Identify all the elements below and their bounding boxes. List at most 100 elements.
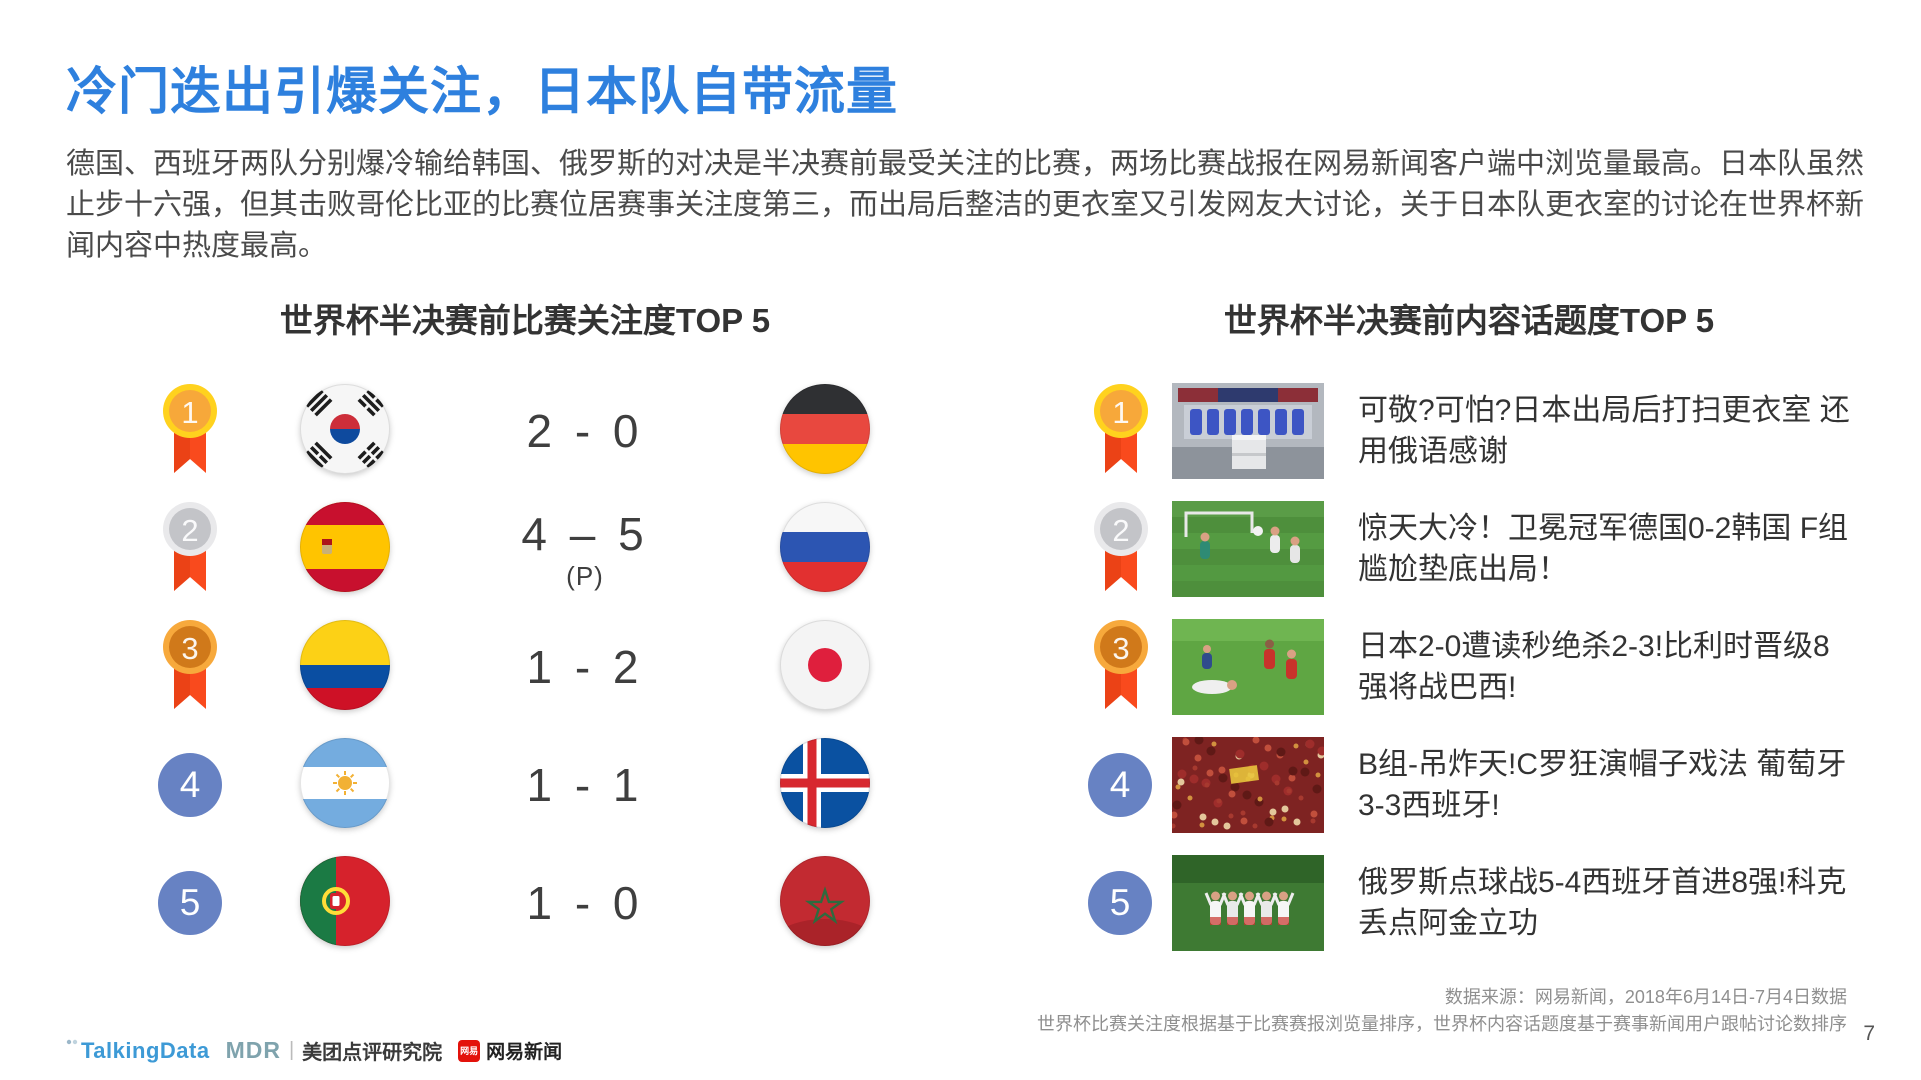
news-thumbnail-crowd: [1172, 737, 1324, 833]
netease-news-label: 网易新闻: [486, 1042, 563, 1063]
news-title: B组-吊炸天!C罗狂演帽子戏法 葡萄牙3-3西班牙!: [1358, 748, 1847, 822]
flag-is-icon: [780, 737, 870, 828]
rank-4-badge: 4: [158, 753, 222, 817]
mdr-wordmark: MDR: [225, 1037, 281, 1063]
flag-kr-icon: [300, 383, 390, 474]
rank-3-medal-icon: 3: [163, 619, 217, 709]
svg-text:3: 3: [181, 631, 198, 666]
logo-divider: |: [288, 1039, 295, 1061]
news-title: 日本2-0遭读秒绝杀2-3!比利时晋级8强将战巴西!: [1358, 630, 1830, 704]
intro-paragraph: 德国、西班牙两队分别爆冷输给韩国、俄罗斯的对决是半决赛前最受关注的比赛，两场比赛…: [66, 148, 1865, 262]
netease-news-logo: 网易 网易新闻: [458, 1037, 562, 1064]
match-score: 2 - 0: [526, 405, 644, 457]
team-right-flag-cell: [779, 737, 871, 834]
topic-ranking-list: 1 可敬?可怕?日本出局后打扫更衣室 还用俄语感谢 2 惊天大冷！卫冕冠: [1088, 372, 1850, 962]
flag-ma-icon: [780, 855, 870, 946]
footer-logos: TalkingData MDR | 美团点评研究院 网易 网易新闻: [66, 1036, 562, 1065]
rank-2-medal-icon: 2: [1094, 501, 1148, 591]
mdr-institute-label: 美团点评研究院: [302, 1042, 443, 1064]
team-right-flag-cell: [779, 383, 871, 480]
match-row: 1 2 - 0: [130, 372, 920, 490]
news-thumbnail-cell: [1172, 855, 1344, 951]
talkingdata-logo: TalkingData: [66, 1038, 210, 1064]
rank-badge-cell: 2: [1088, 499, 1172, 600]
team-left-flag-cell: [299, 501, 391, 598]
score-cell: 4 – 5 (P): [521, 507, 648, 592]
topic-row: 1 可敬?可怕?日本出局后打扫更衣室 还用俄语感谢: [1088, 372, 1850, 490]
topic-row: 4 B组-吊炸天!C罗狂演帽子戏法 葡萄牙3-3西班牙!: [1088, 726, 1850, 844]
rank-badge-cell: 3: [157, 617, 223, 718]
team-right-flag-cell: [779, 501, 871, 598]
topic-row: 3 日本2-0遭读秒绝杀2-3!比利时晋级8强将战巴西!: [1088, 608, 1850, 726]
match-row: 5 1 - 0: [130, 844, 920, 962]
news-title: 惊天大冷！卫冕冠军德国0-2韩国 F组尴尬垫底出局！: [1358, 512, 1849, 586]
news-thumbnail-celebration: [1172, 855, 1324, 951]
talkingdata-dots-icon: [66, 1039, 78, 1044]
flag-es-icon: [300, 501, 390, 592]
rank-badge-cell: 5: [158, 871, 222, 935]
rank-1-medal-icon: 1: [1094, 383, 1148, 473]
svg-text:2: 2: [181, 513, 198, 548]
rank-4-badge: 4: [1088, 753, 1152, 817]
rank-badge-cell: 1: [157, 381, 223, 482]
team-left-flag-cell: [299, 737, 391, 834]
news-thumbnail-upset-match: [1172, 501, 1324, 597]
match-score: 1 - 2: [526, 641, 644, 693]
flag-co-icon: [300, 619, 390, 710]
news-thumbnail-cell: [1172, 737, 1344, 833]
team-left-flag-cell: [299, 383, 391, 480]
data-source-note: 数据来源：网易新闻，2018年6月14日-7月4日数据 世界杯比赛关注度根据基于…: [1037, 984, 1847, 1038]
flag-jp-icon: [780, 619, 870, 710]
rank-3-medal-icon: 3: [1094, 619, 1148, 709]
svg-text:2: 2: [1112, 513, 1129, 548]
rank-5-badge: 5: [158, 871, 222, 935]
topic-row: 5 俄罗斯点球战5-4: [1088, 844, 1850, 962]
rank-badge-cell: 4: [158, 753, 222, 817]
news-thumbnail-locker-room: [1172, 383, 1324, 479]
rank-badge-cell: 5: [1088, 871, 1172, 935]
news-title: 俄罗斯点球战5-4西班牙首进8强!科克丢点阿金立功: [1358, 866, 1847, 940]
netease-badge-icon: 网易: [458, 1039, 481, 1062]
news-thumbnail-cell: [1172, 619, 1344, 715]
match-ranking-header: 世界杯半决赛前比赛关注度TOP 5: [279, 302, 771, 339]
rank-5-badge: 5: [1088, 871, 1152, 935]
match-ranking-list: 1 2 - 0 2: [130, 372, 920, 962]
flag-ar-icon: [300, 737, 390, 828]
news-thumbnail-cell: [1172, 501, 1344, 597]
source-line-2: 世界杯比赛关注度根据基于比赛赛报浏览量排序，世界杯内容话题度基于赛事新闻用户跟帖…: [1037, 1014, 1847, 1034]
match-score: 4 – 5: [521, 507, 649, 560]
match-row: 2 4 – 5 (P): [130, 490, 920, 608]
rank-badge-cell: 1: [1088, 381, 1172, 482]
team-right-flag-cell: [779, 619, 871, 716]
rank-badge-cell: 3: [1088, 617, 1172, 718]
rank-1-medal-icon: 1: [163, 383, 217, 473]
rank-badge-cell: 2: [157, 499, 223, 600]
flag-ru-icon: [780, 501, 870, 592]
match-row: 4 1 - 1: [130, 726, 920, 844]
svg-text:1: 1: [181, 395, 198, 430]
news-thumbnail-last-minute-goal: [1172, 619, 1324, 715]
page-title: 冷门迭出引爆关注，日本队自带流量: [66, 63, 899, 120]
team-right-flag-cell: [779, 855, 871, 952]
flag-pt-icon: [300, 855, 390, 946]
team-left-flag-cell: [299, 619, 391, 716]
penalty-shootout-note: (P): [566, 560, 604, 591]
match-score: 1 - 1: [526, 759, 644, 811]
rank-badge-cell: 4: [1088, 753, 1172, 817]
score-cell: 1 - 0: [526, 876, 643, 930]
page-number: 7: [1863, 1022, 1875, 1045]
score-cell: 1 - 1: [526, 758, 643, 812]
news-thumbnail-cell: [1172, 383, 1344, 479]
match-score: 1 - 0: [526, 877, 644, 929]
source-line-1: 数据来源：网易新闻，2018年6月14日-7月4日数据: [1444, 987, 1847, 1007]
svg-text:1: 1: [1112, 395, 1129, 430]
svg-text:3: 3: [1112, 631, 1129, 666]
score-cell: 2 - 0: [526, 404, 643, 458]
topic-ranking-header: 世界杯半决赛前内容话题度TOP 5: [1223, 302, 1715, 339]
talkingdata-wordmark: TalkingData: [81, 1037, 210, 1063]
score-cell: 1 - 2: [526, 640, 643, 694]
rank-2-medal-icon: 2: [163, 501, 217, 591]
team-left-flag-cell: [299, 855, 391, 952]
news-title: 可敬?可怕?日本出局后打扫更衣室 还用俄语感谢: [1358, 394, 1850, 468]
